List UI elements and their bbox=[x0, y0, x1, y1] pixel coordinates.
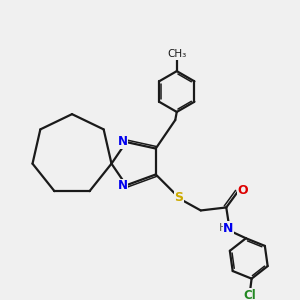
Text: N: N bbox=[118, 135, 128, 148]
Text: H: H bbox=[218, 223, 227, 233]
Text: N: N bbox=[223, 222, 234, 235]
Text: Cl: Cl bbox=[243, 289, 256, 300]
Text: CH₃: CH₃ bbox=[167, 49, 186, 59]
Text: N: N bbox=[118, 179, 128, 192]
Text: O: O bbox=[237, 184, 248, 197]
Text: S: S bbox=[174, 191, 183, 204]
